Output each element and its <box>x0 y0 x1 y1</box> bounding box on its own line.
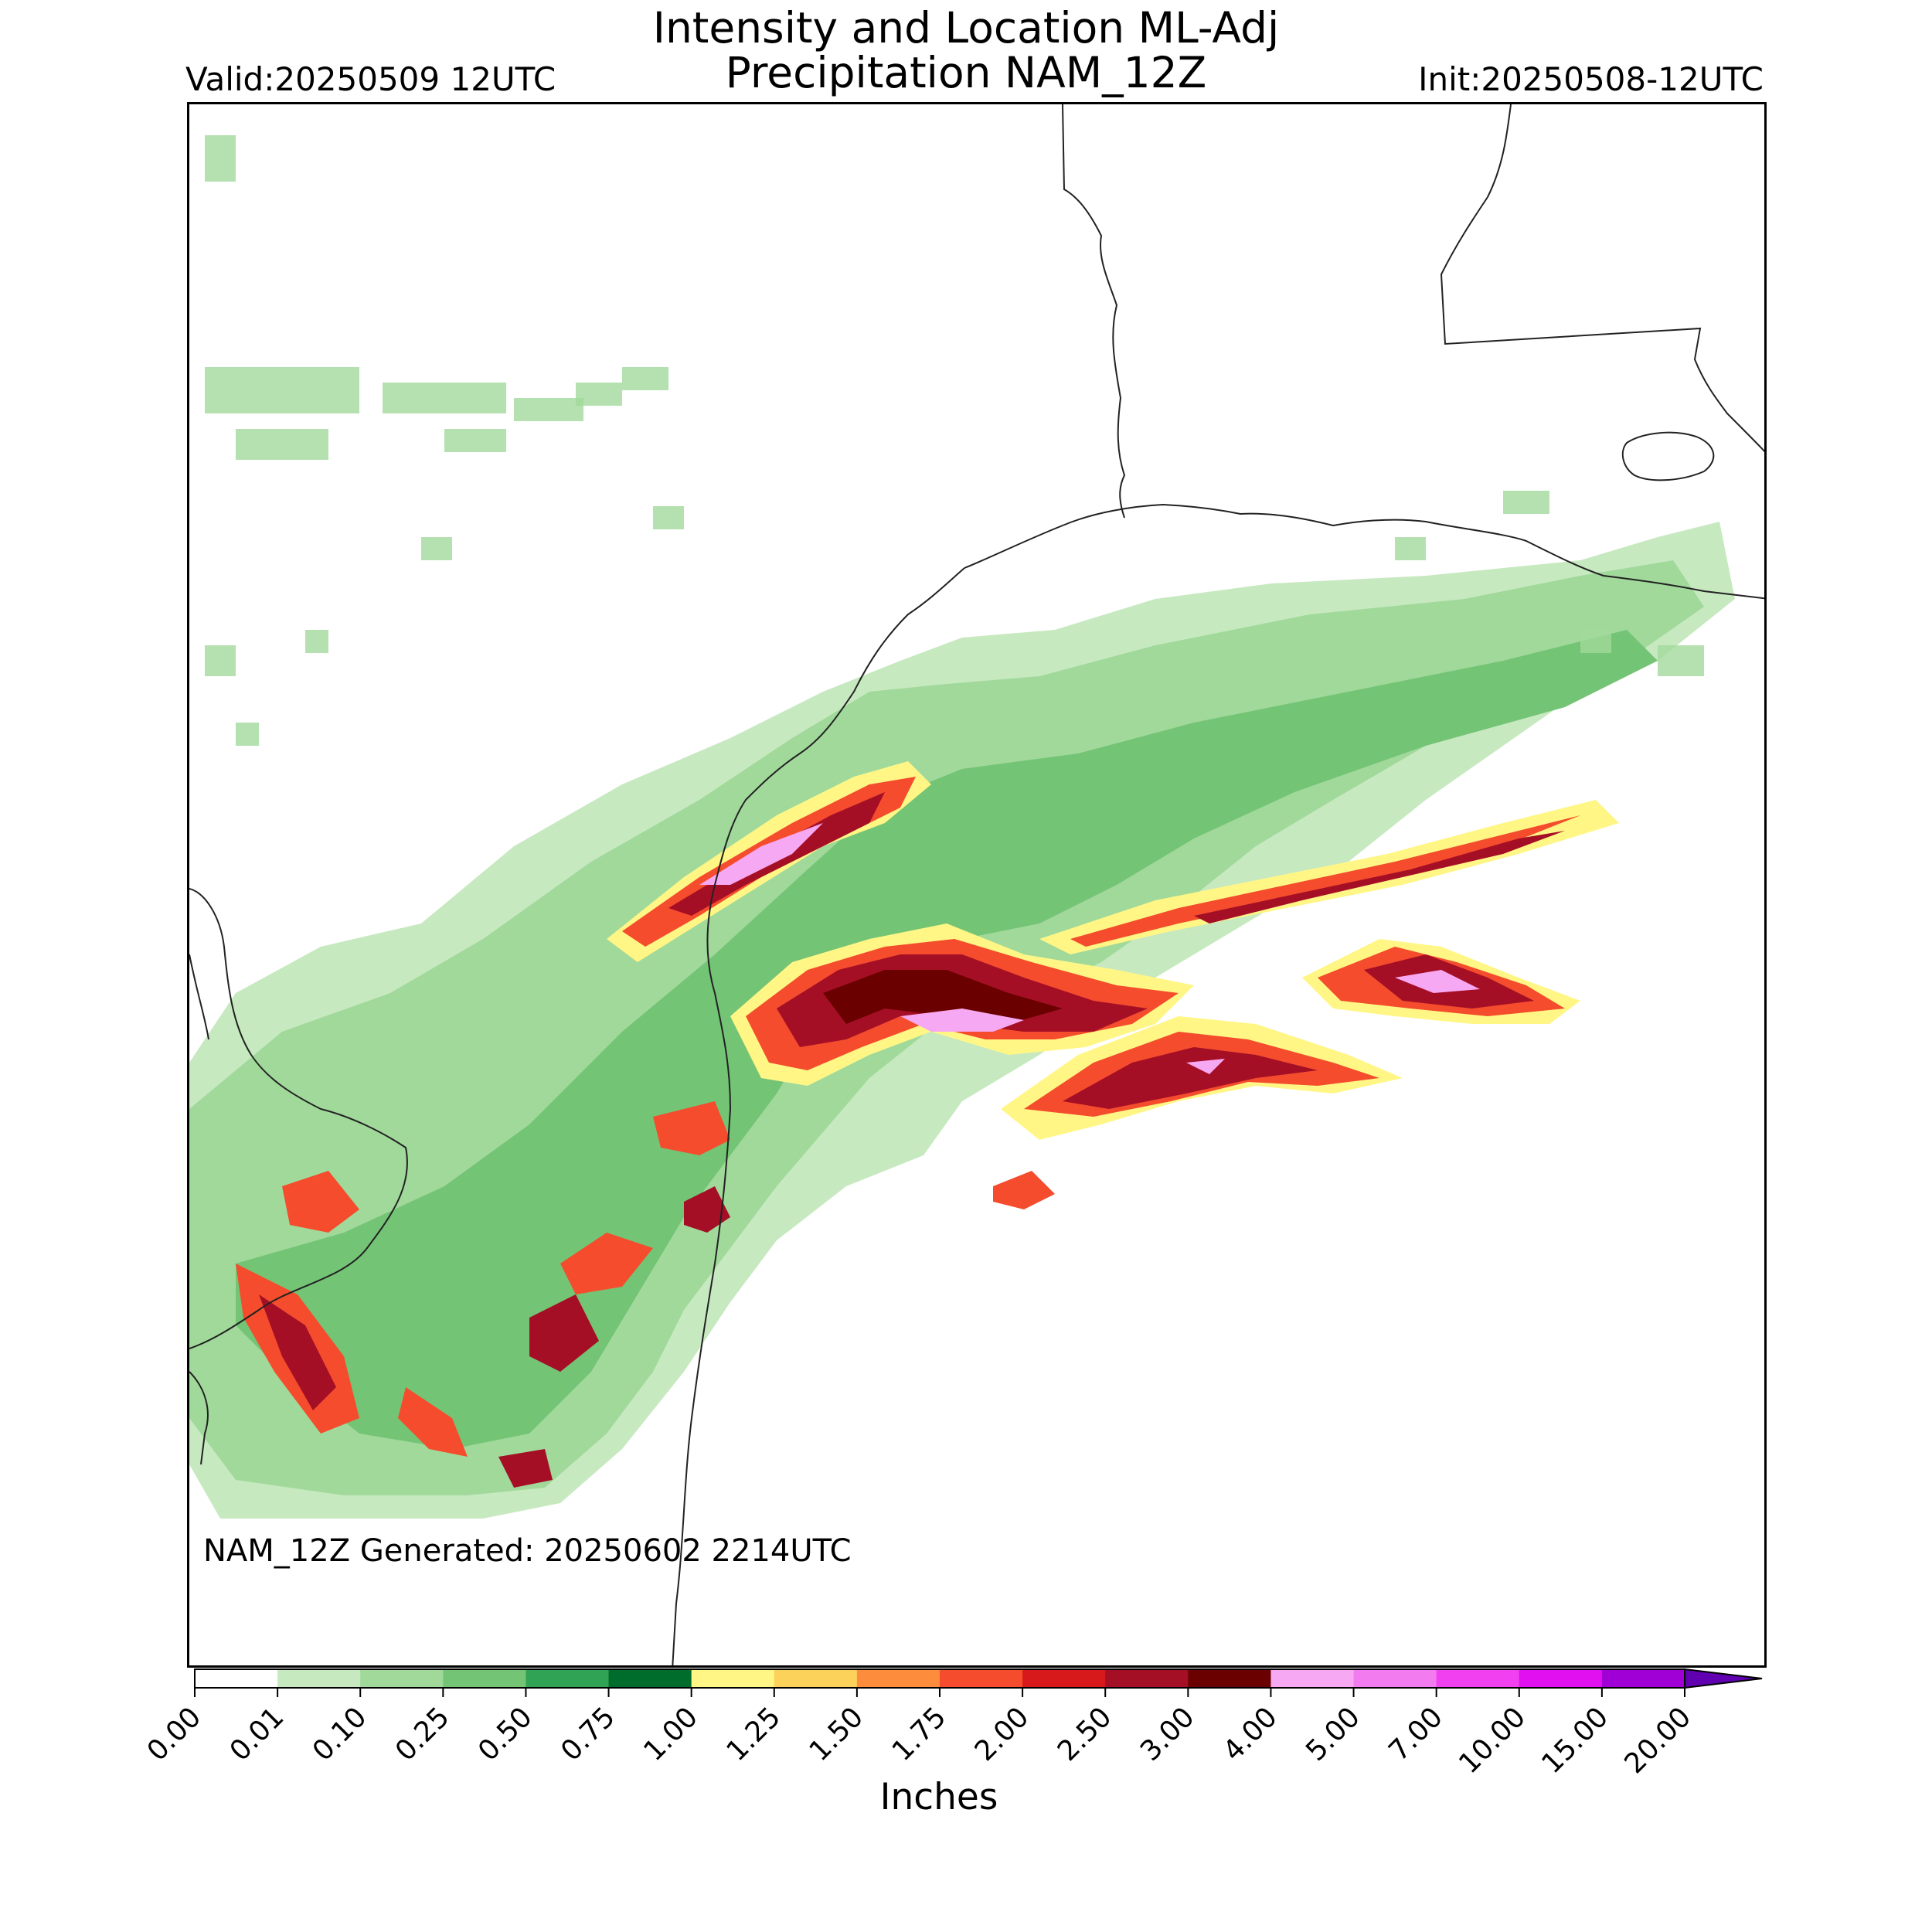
colorbar-tick-label: 10.00 <box>1453 1701 1532 1780</box>
precip-cell-0 <box>205 367 359 413</box>
precip-area-23 <box>993 1171 1055 1209</box>
sabine-river <box>1062 104 1126 519</box>
colorbar-tick-label: 0.25 <box>389 1701 456 1767</box>
chart-title-line1: Intensity and Location ML-Adj <box>652 3 1280 53</box>
precip-cell-5 <box>576 383 622 406</box>
colorbar-unit-label: Inches <box>879 1776 998 1818</box>
precip-cell-7 <box>205 135 236 182</box>
precip-area-18 <box>1395 970 1480 993</box>
colorbar-swatch-12 <box>1188 1669 1271 1688</box>
colorbar-swatch-11 <box>1105 1669 1189 1688</box>
colorbar-swatch-1 <box>277 1669 361 1688</box>
precip-area-24 <box>653 1101 730 1155</box>
precip-cell-9 <box>205 645 236 676</box>
colorbar-swatch-16 <box>1519 1669 1603 1688</box>
precip-cell-15 <box>1580 630 1611 653</box>
mexico-border-inner <box>189 954 209 1465</box>
colorbar-swatch-5 <box>608 1669 692 1688</box>
colorbar-swatches <box>194 1668 1763 1689</box>
lake-pontchartrain <box>1621 431 1715 481</box>
colorbar-swatch-6 <box>691 1669 775 1688</box>
colorbar-swatch-10 <box>1022 1669 1106 1688</box>
colorbar-tick-label: 0.01 <box>224 1701 291 1767</box>
colorbar-swatch-14 <box>1353 1669 1437 1688</box>
colorbar-swatch-8 <box>856 1669 940 1688</box>
colorbar-swatch-9 <box>940 1669 1023 1688</box>
gulf-coast-east <box>964 503 1764 600</box>
colorbar-swatch-4 <box>526 1669 610 1688</box>
precip-cell-8 <box>236 723 259 746</box>
precip-area-31 <box>282 1171 359 1233</box>
rio-grande-border <box>189 888 408 1349</box>
precip-cell-6 <box>622 367 668 390</box>
colorbar-tick-label: 1.50 <box>804 1701 870 1767</box>
colorbar-tick-label: 0.00 <box>141 1701 208 1767</box>
chart-title-line2: Precipitation NAM_12Z <box>725 48 1207 97</box>
precipitation-map: NAM_12Z Generated: 20250602 2214UTC <box>187 102 1767 1668</box>
colorbar-tick-label: 2.00 <box>969 1701 1036 1767</box>
precip-cell-1 <box>236 429 328 460</box>
colorbar-swatch-15 <box>1436 1669 1520 1688</box>
colorbar-swatch-0 <box>195 1669 278 1688</box>
precip-area-29 <box>259 1294 336 1410</box>
map-canvas: NAM_12Z Generated: 20250602 2214UTC <box>189 104 1764 1665</box>
precip-area-32 <box>498 1449 553 1488</box>
colorbar-swatch-17 <box>1601 1669 1685 1688</box>
colorbar-tick-label: 1.75 <box>886 1701 953 1767</box>
precip-area-6 <box>699 823 823 885</box>
colorbar-ticks: 0.00 0.01 0.10 0.25 0.50 0.75 1.00 1.25 1.50 1.75… <box>141 1688 1697 1780</box>
precip-area-27 <box>529 1294 599 1372</box>
generated-label: NAM_12Z Generated: 20250602 2214UTC <box>203 1533 852 1569</box>
colorbar-tick-label: 5.00 <box>1300 1701 1366 1767</box>
precip-cell-14 <box>1395 537 1426 560</box>
colorbar-tick-label: 0.50 <box>472 1701 539 1767</box>
precip-area-25 <box>684 1186 730 1233</box>
colorbar-tick-label: 1.00 <box>638 1701 704 1767</box>
coastlines <box>189 104 1764 1665</box>
colorbar-tick-label: 4.00 <box>1217 1701 1284 1767</box>
colorbar-tick-label: 0.75 <box>555 1701 621 1767</box>
colorbar-extension <box>1684 1668 1763 1689</box>
precip-area-21 <box>1063 1047 1318 1109</box>
colorbar-tick-label: 1.25 <box>720 1701 787 1767</box>
precip-cell-2 <box>383 383 506 413</box>
colorbar-swatch-2 <box>360 1669 444 1688</box>
colorbar-tick-label: 3.00 <box>1134 1701 1201 1767</box>
precip-cell-13 <box>1503 491 1549 514</box>
colorbar-tick-label: 20.00 <box>1618 1701 1697 1780</box>
colorbar-swatch-13 <box>1270 1669 1355 1688</box>
precip-cell-10 <box>421 537 452 560</box>
colorbar-tick-label: 2.50 <box>1052 1701 1118 1767</box>
precip-area-22 <box>1186 1059 1225 1074</box>
precip-cell-12 <box>653 506 684 529</box>
colorbar-tick-label: 15.00 <box>1536 1701 1614 1780</box>
texas-coastline <box>672 567 965 1665</box>
precip-area-14 <box>1194 831 1565 923</box>
precip-cell-4 <box>514 398 583 421</box>
colorbar-swatch-3 <box>443 1669 526 1688</box>
valid-time-label: Valid:20250509 12UTC <box>185 60 556 98</box>
precip-cell-3 <box>444 429 506 452</box>
precip-cell-11 <box>305 630 328 653</box>
precip-area-13 <box>1070 815 1580 947</box>
precip-area-11 <box>900 1009 1024 1032</box>
precip-area-10 <box>823 970 1063 1024</box>
pearl-river-mississippi <box>1440 104 1764 453</box>
colorbar-swatch-7 <box>774 1669 858 1688</box>
colorbar-tick-label: 7.00 <box>1383 1701 1449 1767</box>
precip-cell-16 <box>1658 645 1704 676</box>
precip-area-26 <box>560 1233 653 1294</box>
precip-area-30 <box>398 1387 468 1457</box>
precipitation-field <box>189 135 1735 1519</box>
init-time-label: Init:20250508-12UTC <box>1418 60 1764 98</box>
colorbar-tick-label: 0.10 <box>307 1701 373 1767</box>
